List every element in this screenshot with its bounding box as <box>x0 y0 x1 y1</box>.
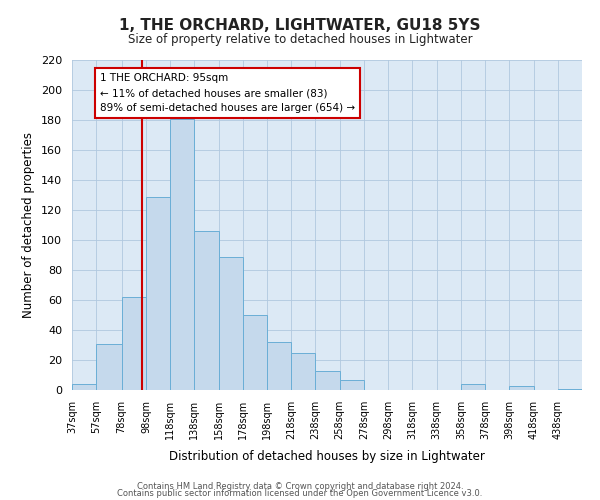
Text: Contains public sector information licensed under the Open Government Licence v3: Contains public sector information licen… <box>118 489 482 498</box>
Bar <box>170 118 194 390</box>
Bar <box>72 384 96 390</box>
Text: Contains HM Land Registry data © Crown copyright and database right 2024.: Contains HM Land Registry data © Crown c… <box>137 482 463 491</box>
Bar <box>96 344 122 390</box>
Bar <box>146 196 170 390</box>
Bar <box>122 297 146 390</box>
Bar <box>194 231 218 390</box>
Bar <box>291 352 316 390</box>
Y-axis label: Number of detached properties: Number of detached properties <box>22 132 35 318</box>
Bar <box>316 370 340 390</box>
Bar <box>243 315 267 390</box>
Text: Size of property relative to detached houses in Lightwater: Size of property relative to detached ho… <box>128 32 472 46</box>
X-axis label: Distribution of detached houses by size in Lightwater: Distribution of detached houses by size … <box>169 450 485 463</box>
Bar <box>461 384 485 390</box>
Bar <box>267 342 291 390</box>
Bar <box>509 386 533 390</box>
Bar <box>218 256 243 390</box>
Bar <box>340 380 364 390</box>
Text: 1 THE ORCHARD: 95sqm
← 11% of detached houses are smaller (83)
89% of semi-detac: 1 THE ORCHARD: 95sqm ← 11% of detached h… <box>100 73 355 113</box>
Bar <box>558 388 582 390</box>
Text: 1, THE ORCHARD, LIGHTWATER, GU18 5YS: 1, THE ORCHARD, LIGHTWATER, GU18 5YS <box>119 18 481 32</box>
